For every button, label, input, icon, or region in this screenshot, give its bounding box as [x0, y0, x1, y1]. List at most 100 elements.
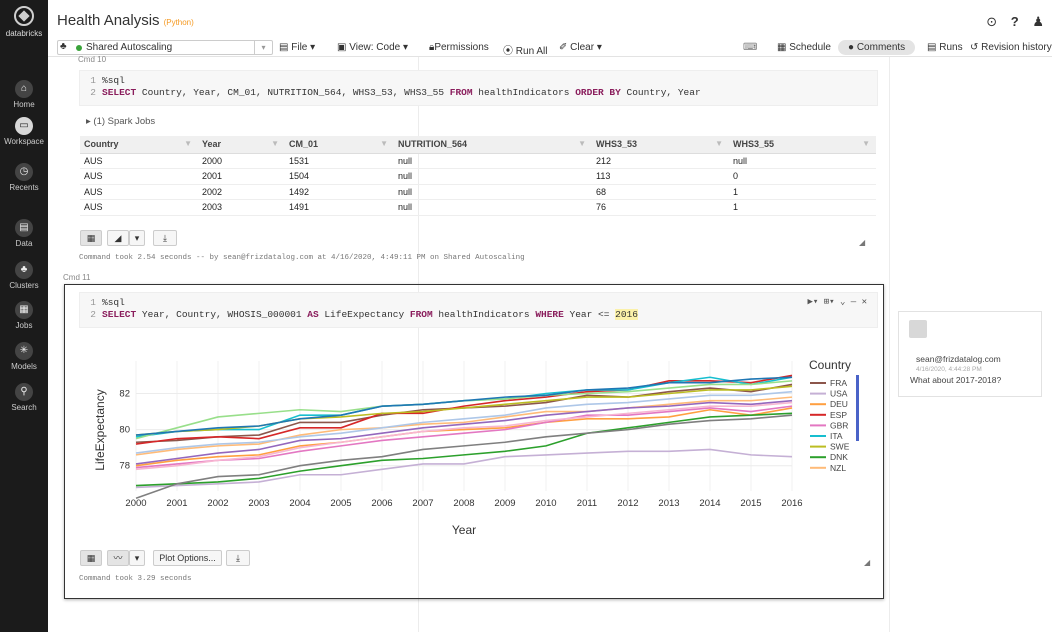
chart-type-dropdown[interactable]: ▾: [129, 230, 145, 246]
permissions-button[interactable]: 🔒︎Permissions: [429, 42, 489, 53]
notebook-title[interactable]: Health Analysis (Python): [57, 12, 194, 29]
download-icon: ⤓: [163, 233, 167, 243]
x-axis-label: Year: [452, 523, 476, 537]
cluster-selector[interactable]: ♣ Shared Autoscaling ▾: [57, 40, 273, 55]
view-menu[interactable]: ▣ View: Code ▾: [337, 42, 408, 53]
sidebar-item-models[interactable]: ✳ Models: [0, 342, 48, 376]
series-line-deu: [135, 407, 793, 467]
y-tick-label: 82: [119, 389, 130, 400]
column-header[interactable]: Country ▼: [80, 136, 198, 154]
view-menu-label: View: Code ▾: [349, 42, 408, 53]
series-line-dnk: [135, 412, 793, 487]
sidebar-item-label: Jobs: [15, 321, 33, 330]
x-tick-label: 2000: [125, 498, 146, 509]
sidebar-item-workspace[interactable]: ▭ Workspace: [0, 117, 48, 151]
sidebar-item-jobs[interactable]: ▦ Jobs: [0, 301, 48, 335]
code-editor[interactable]: 1 %sql 2 SELECT Year, Country, WHOSIS_0000…: [79, 292, 878, 328]
table-cell: AUS: [80, 184, 198, 200]
column-header[interactable]: NUTRITION_564 ▼: [394, 136, 592, 154]
table-view-button[interactable]: ▦: [80, 550, 102, 566]
table-cell: 1: [729, 199, 876, 216]
legend-entry: SWE: [830, 442, 850, 452]
spark-jobs-toggle[interactable]: ▸ (1) Spark Jobs: [86, 116, 156, 127]
chevron-down-icon: ▾: [134, 553, 140, 563]
clear-menu[interactable]: ✐ Clear ▾: [559, 42, 602, 53]
left-sidebar: databricks ⌂ Home ▭ Workspace ◷ Recents …: [0, 0, 48, 632]
resize-handle-icon[interactable]: ◢: [859, 238, 866, 247]
cell-controls[interactable]: ▶▾ ⊞▾ ⌄ — ✕: [807, 297, 867, 307]
play-circle-icon: ⦿: [503, 46, 516, 57]
column-header[interactable]: CM_01 ▼: [285, 136, 394, 154]
table-row: AUS 2001 1504 null 113 0: [80, 168, 876, 185]
table-cell: 0: [729, 168, 876, 185]
column-header[interactable]: WHS3_55 ▼: [729, 136, 876, 154]
chart-type-dropdown[interactable]: ▾: [129, 550, 145, 566]
sidebar-item-search[interactable]: ⚲ Search: [0, 383, 48, 417]
sidebar-item-label: Search: [11, 403, 37, 412]
sidebar-item-recents[interactable]: ◷ Recents: [0, 163, 48, 197]
databricks-logo[interactable]: databricks: [0, 0, 48, 46]
sidebar-item-label: Home: [13, 100, 35, 109]
table-cell: 68: [592, 184, 729, 200]
series-line-series-11: [135, 390, 793, 454]
databricks-logo-icon: [14, 6, 34, 26]
comments-button[interactable]: ● Comments: [838, 40, 916, 55]
chart-view-button[interactable]: ◢: [107, 230, 129, 246]
clock-icon[interactable]: ⊙: [986, 14, 998, 29]
code-editor[interactable]: 1 %sql 2 SELECT Country, Year, CM_01, NUTR…: [79, 70, 878, 106]
notebook-language: (Python): [163, 18, 194, 27]
table-cell: null: [394, 184, 592, 200]
bar-chart-icon: ◢: [114, 233, 122, 243]
sort-icon[interactable]: ▼: [715, 139, 723, 148]
download-button[interactable]: ⤓: [153, 230, 177, 246]
legend-entry: DEU: [830, 399, 848, 409]
sort-icon[interactable]: ▼: [862, 139, 870, 148]
x-tick-label: 2007: [412, 498, 433, 509]
eraser-icon: ✐: [559, 42, 571, 53]
sort-icon[interactable]: ▼: [271, 139, 279, 148]
revision-history-button[interactable]: ↺ Revision history: [970, 42, 1052, 53]
chevron-down-icon[interactable]: ▾: [254, 41, 272, 54]
y-axis-label: LifeExpectancy: [93, 389, 107, 470]
command-took-text: Command took 2.54 seconds -- by sean@fri…: [79, 254, 525, 262]
x-tick-label: 2016: [781, 498, 802, 509]
chart-view-button[interactable]: 〰: [107, 550, 129, 566]
comment-date: 4/16/2020, 4:44:28 PM: [916, 366, 982, 373]
x-tick-label: 2011: [577, 498, 597, 509]
command-took-text: Command took 3.29 seconds: [79, 575, 192, 583]
active-cell[interactable]: [64, 284, 884, 599]
run-all-label: Run All: [515, 46, 548, 57]
x-tick-label: 2009: [494, 498, 515, 509]
download-button[interactable]: ⤓: [226, 550, 250, 566]
x-tick-label: 2006: [371, 498, 392, 509]
column-header[interactable]: Year ▼: [198, 136, 285, 154]
plot-options-button[interactable]: Plot Options...: [153, 550, 222, 566]
series-line-series-14: [135, 401, 793, 471]
column-header[interactable]: WHS3_53 ▼: [592, 136, 729, 154]
series-line-series-10: [135, 414, 793, 499]
comment-card[interactable]: sean@frizdatalog.com 4/16/2020, 4:44:28 …: [898, 311, 1042, 397]
comment-author: sean@frizdatalog.com: [916, 354, 1001, 364]
sidebar-item-data[interactable]: ▤ Data: [0, 219, 48, 253]
sort-icon[interactable]: ▼: [578, 139, 586, 148]
run-all-button[interactable]: ⦿ Run All: [503, 42, 547, 57]
keyboard-icon[interactable]: ⌨: [743, 42, 758, 53]
sort-icon[interactable]: ▼: [184, 139, 192, 148]
resize-handle-icon[interactable]: ◢: [864, 558, 871, 567]
sidebar-item-home[interactable]: ⌂ Home: [0, 80, 48, 114]
runs-button[interactable]: ▤ Runs: [927, 42, 963, 53]
schedule-button[interactable]: ▦ Schedule: [777, 42, 831, 53]
table-header-row: Country ▼ Year ▼ CM_01 ▼ NUTRITION_564 ▼ WHS3_53…: [80, 136, 876, 154]
legend-scrollbar[interactable]: [856, 375, 859, 441]
code-text: healthIndicators: [472, 87, 576, 98]
file-menu-label: File ▾: [291, 42, 316, 53]
x-tick-label: 2013: [658, 498, 679, 509]
file-menu[interactable]: ▤ File ▾: [279, 42, 315, 53]
table-view-button[interactable]: ▦: [80, 230, 102, 246]
sidebar-item-label: Models: [11, 362, 37, 371]
sort-icon[interactable]: ▼: [380, 139, 388, 148]
series-line-series-12: [135, 399, 793, 465]
help-icon[interactable]: ?: [1010, 14, 1019, 29]
user-icon[interactable]: ♟: [1032, 14, 1044, 29]
sidebar-item-clusters[interactable]: ♣ Clusters: [0, 261, 48, 295]
